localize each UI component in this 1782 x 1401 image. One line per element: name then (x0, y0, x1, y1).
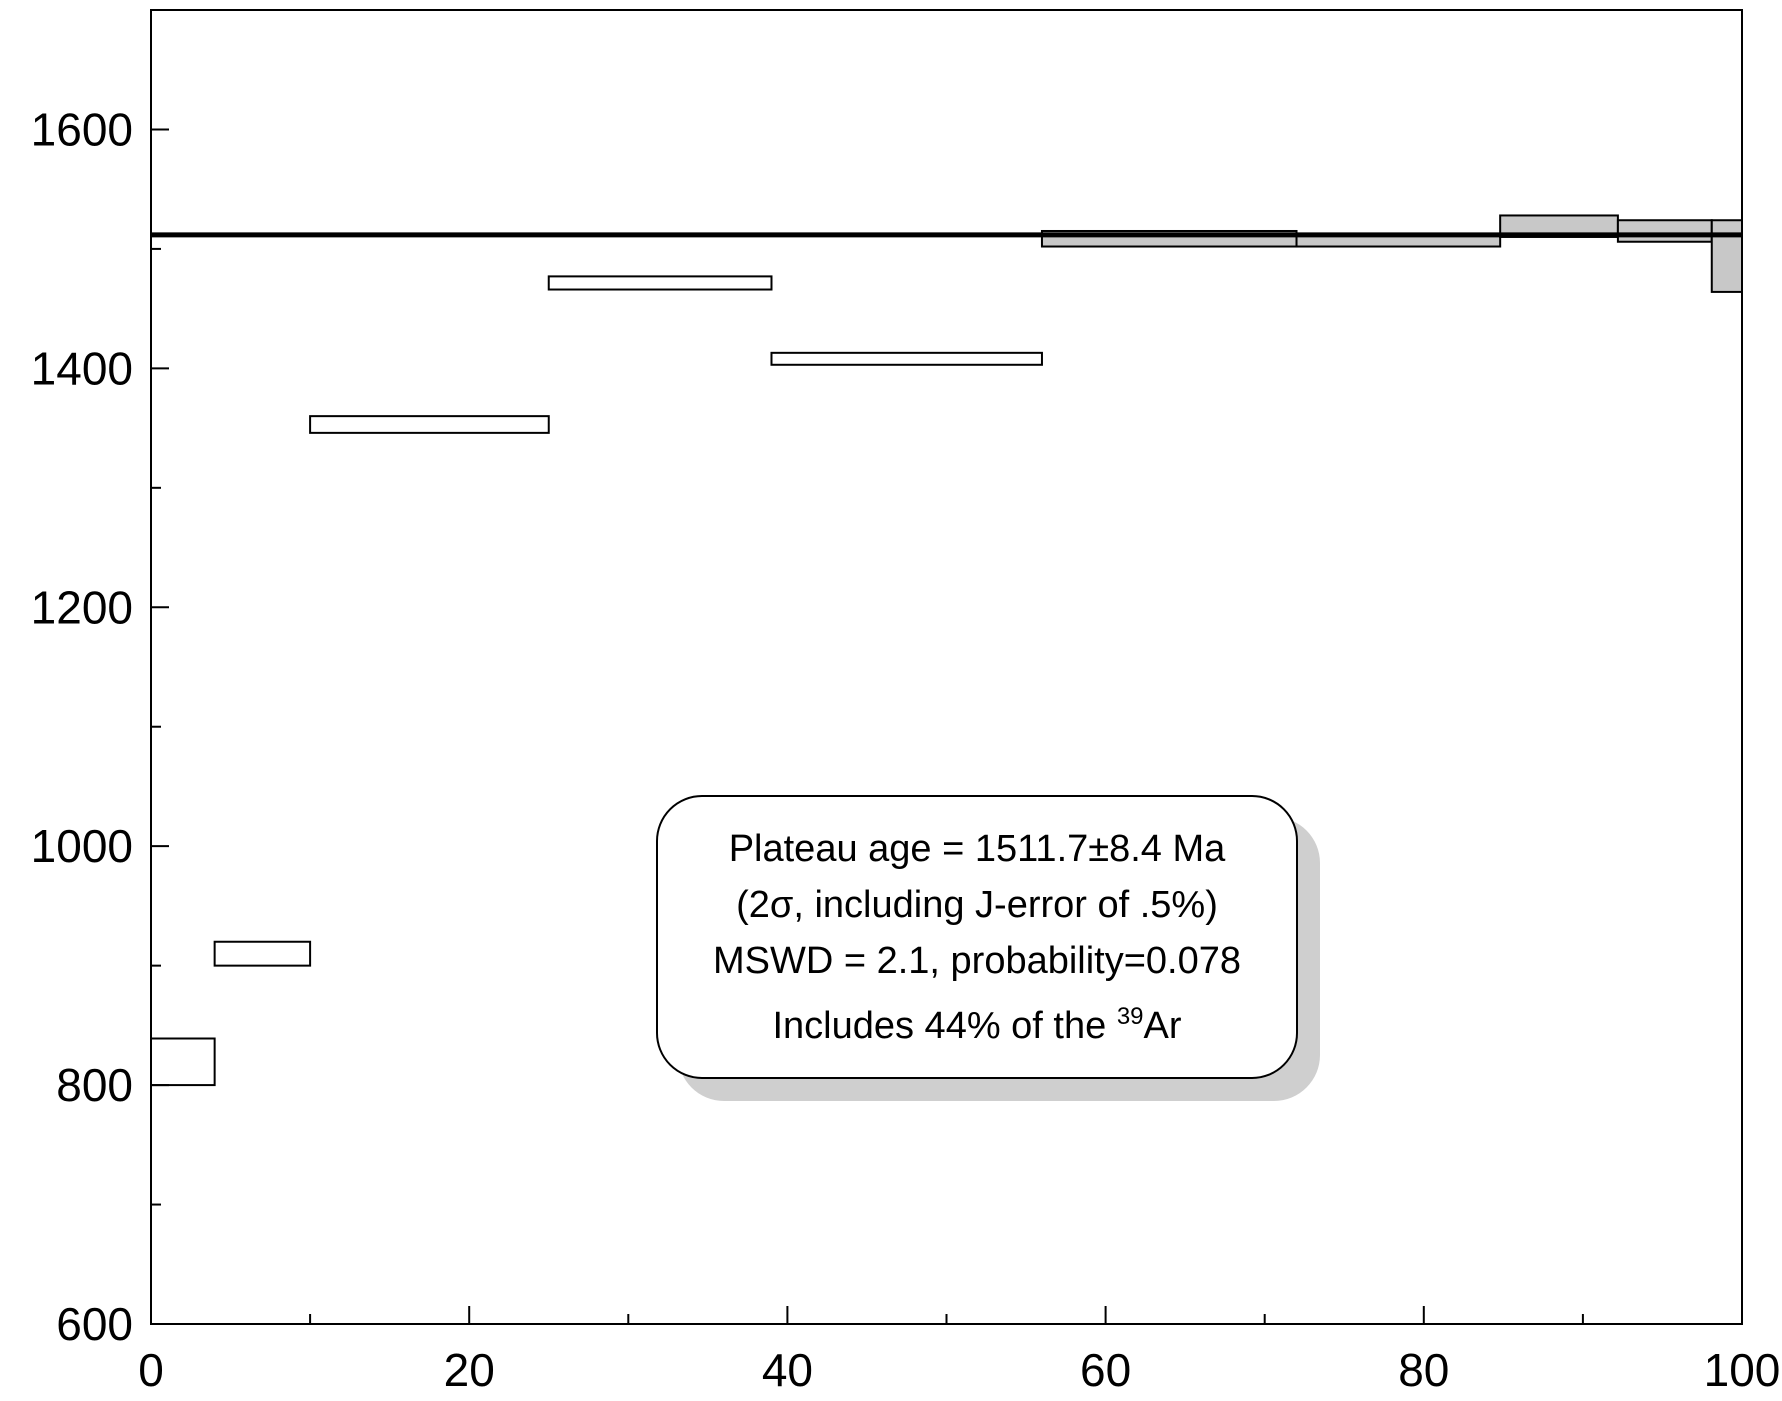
plot-frame (150, 9, 1743, 1325)
step-10 (1710, 219, 1743, 293)
step-4 (547, 275, 773, 291)
ticks-layer (150, 128, 1743, 1325)
annotation-includes: Includes 44% of the 39Ar (772, 989, 1181, 1054)
x-tick-label-100: 100 (1704, 1344, 1781, 1396)
y-tick-label-600: 600 (56, 1298, 133, 1350)
annotation-isotope-mass: 39 (1116, 1002, 1144, 1030)
annotation-mswd: MSWD = 2.1, probability=0.078 (712, 939, 1242, 982)
annotation-isotope-symbol: Ar (1143, 1004, 1182, 1047)
y-tick-label-1000: 1000 (31, 820, 133, 872)
annotation-plateau-age: Plateau age = 1511.7±8.4 Ma (728, 827, 1226, 870)
y-tick-label-800: 800 (56, 1059, 133, 1111)
step-1 (150, 1037, 216, 1087)
step-9 (1616, 219, 1713, 243)
tick-labels-layer: 0 20 40 60 80 100 600 800 1000 1200 1400 1600 (31, 103, 1781, 1396)
y-tick-label-1400: 1400 (31, 342, 133, 394)
step-2 (213, 940, 312, 967)
step-3 (309, 415, 550, 434)
annotation-error-note: (2σ, including J-error of .5%) (736, 883, 1218, 926)
x-tick-label-40: 40 (762, 1344, 813, 1396)
x-tick-label-60: 60 (1080, 1344, 1131, 1396)
steps-layer (150, 214, 1743, 1087)
x-tick-label-0: 0 (138, 1344, 164, 1396)
y-tick-label-1200: 1200 (31, 581, 133, 633)
annotation-includes-text: Includes 44% of the (772, 1004, 1117, 1047)
plateau-annotation-box: Plateau age = 1511.7±8.4 Ma (2σ, includi… (656, 795, 1298, 1079)
x-tick-label-20: 20 (444, 1344, 495, 1396)
y-tick-label-1600: 1600 (31, 103, 133, 155)
x-tick-label-80: 80 (1398, 1344, 1449, 1396)
step-5 (770, 351, 1043, 366)
